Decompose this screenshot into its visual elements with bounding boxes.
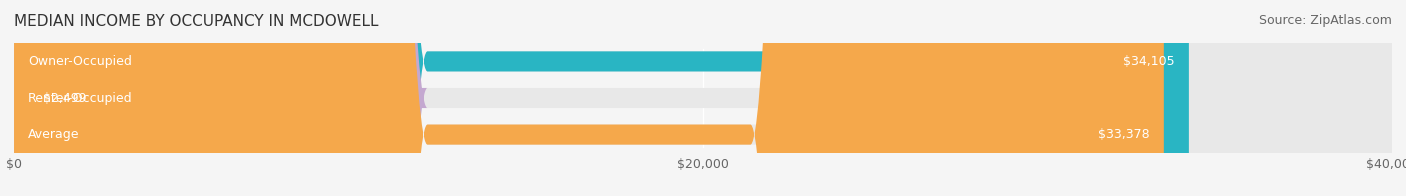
Text: $2,499: $2,499 — [42, 92, 86, 104]
FancyBboxPatch shape — [14, 0, 1392, 196]
Text: Source: ZipAtlas.com: Source: ZipAtlas.com — [1258, 14, 1392, 27]
FancyBboxPatch shape — [14, 0, 1392, 196]
Text: Owner-Occupied: Owner-Occupied — [28, 55, 132, 68]
FancyBboxPatch shape — [14, 0, 1164, 196]
Text: MEDIAN INCOME BY OCCUPANCY IN MCDOWELL: MEDIAN INCOME BY OCCUPANCY IN MCDOWELL — [14, 14, 378, 29]
Text: $33,378: $33,378 — [1098, 128, 1150, 141]
Text: Average: Average — [28, 128, 79, 141]
FancyBboxPatch shape — [14, 0, 1189, 196]
Text: Renter-Occupied: Renter-Occupied — [28, 92, 132, 104]
FancyBboxPatch shape — [0, 0, 427, 196]
Text: $34,105: $34,105 — [1123, 55, 1175, 68]
FancyBboxPatch shape — [14, 0, 1392, 196]
